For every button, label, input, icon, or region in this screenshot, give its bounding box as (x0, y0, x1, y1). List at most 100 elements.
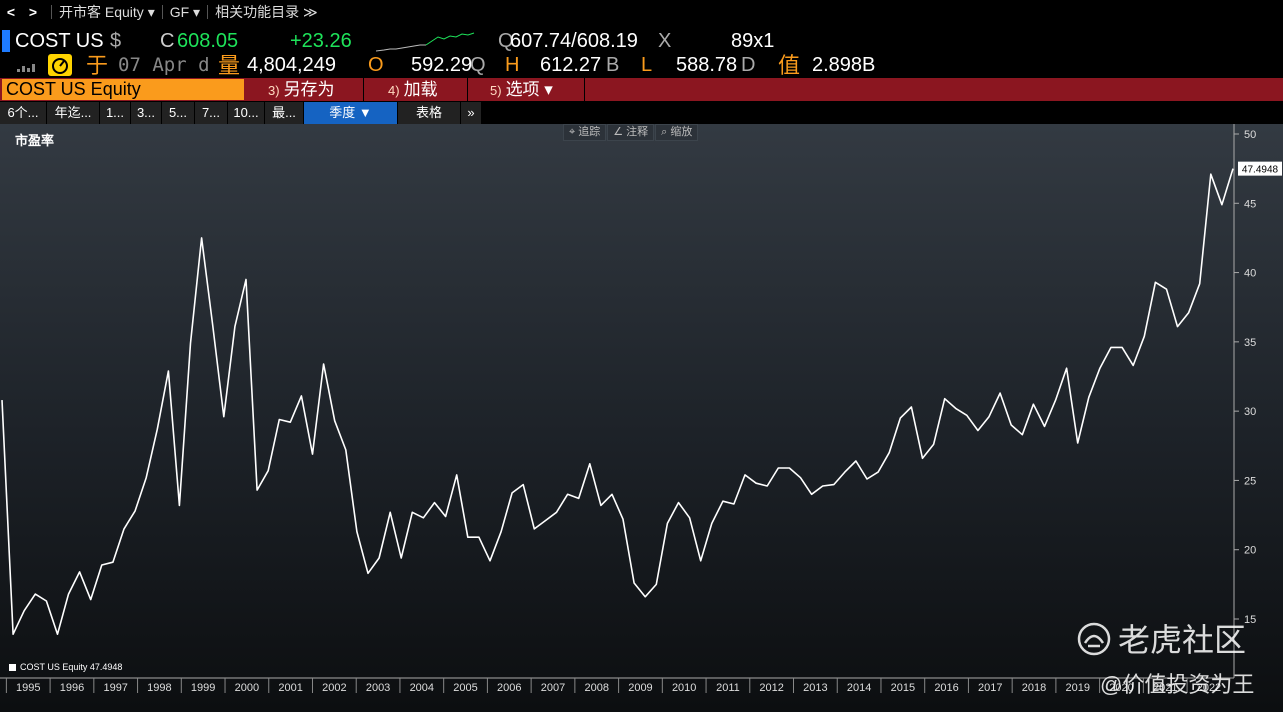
load-label: 加载 (403, 80, 438, 99)
tab-6-months[interactable]: 6个... (0, 102, 46, 124)
load-number: 4) (388, 83, 400, 98)
tab-frequency-quarterly[interactable]: 季度 ▼ (304, 102, 397, 124)
low-price: 588.78 (676, 54, 738, 76)
open-exchange: Q (470, 54, 486, 76)
period-tabs: 6个... 年迄... 1... 3... 5... 7... 10... 最.… (0, 102, 1283, 124)
x-tick-label: 2009 (628, 682, 652, 694)
y-tick-label: 40 (1244, 268, 1256, 280)
zoom-tool-button[interactable]: ⌕ 缩放 (655, 124, 699, 141)
track-tool-button[interactable]: ⌖ 追踪 (563, 124, 607, 141)
tab-max[interactable]: 最... (265, 102, 303, 124)
chart-title: 市盈率 (15, 133, 55, 148)
tab-3-years[interactable]: 3... (131, 102, 161, 124)
watermark-logo-text: 老虎社区 (1118, 622, 1247, 658)
quote-line-2: 于 07 Apr d 量 4,804,249 O 592.29 Q H 612.… (0, 53, 1283, 78)
nav-divider (161, 5, 163, 19)
y-axis: 15 20 25 30 35 40 45 50 (1233, 124, 1256, 678)
x-tick-label: 1995 (16, 682, 40, 694)
x-tick-label: 2005 (453, 682, 477, 694)
sparkline (376, 32, 475, 52)
last-value-label: 47.4948 (1238, 161, 1282, 176)
at-label: 于 (86, 53, 109, 78)
volume-label: 量 (218, 53, 241, 78)
x-tick-label: 1999 (191, 682, 215, 694)
x-tick-label: 1996 (60, 682, 84, 694)
tab-7-years[interactable]: 7... (195, 102, 227, 124)
x-tick-label: 2000 (235, 682, 259, 694)
gauge-icon[interactable] (48, 54, 72, 76)
x-tick-label: 2020 (1109, 682, 1133, 694)
price-change: +23.26 (290, 30, 352, 52)
options-number: 5) (490, 83, 502, 98)
legend-entry: COST US Equity 47.4948 (20, 662, 123, 672)
low-label: L (641, 54, 653, 76)
nav-divider (207, 5, 209, 19)
x-tick-label: 2006 (497, 682, 521, 694)
value-label: 值 (778, 53, 801, 78)
y-tick-label: 35 (1244, 337, 1256, 349)
x-tick-label: 2002 (322, 682, 346, 694)
ask-exchange: X (658, 30, 672, 52)
y-tick-label: 45 (1244, 198, 1256, 210)
tiger-logo-icon (1077, 622, 1111, 656)
quote-line-1: COST US $ C 608.05 +23.26 Q 607.74/608.1… (0, 29, 1283, 54)
nav-divider (51, 5, 52, 19)
tab-more[interactable]: » (461, 102, 481, 124)
x-tick-label: 2019 (1066, 682, 1090, 694)
x-tick-label: 2021 (1153, 682, 1177, 694)
x-tick-label: 1998 (147, 682, 171, 694)
legend-swatch (9, 664, 16, 672)
chart-tools: ⌖ 追踪 ∠ 注释 ⌕ 缩放 (563, 124, 699, 141)
x-axis: 1995 1996 1997 1998 1999 2000 2001 2002 2003 2004… (0, 677, 1234, 694)
high-label: H (505, 54, 520, 76)
forward-button[interactable]: > (28, 4, 38, 20)
back-button[interactable]: < (6, 4, 16, 20)
options-button[interactable]: 5) 选项 ▾ (490, 78, 553, 101)
tab-ytd[interactable]: 年迄... (47, 102, 99, 124)
tab-1-year[interactable]: 1... (100, 102, 130, 124)
action-bar: COST US Equity 3) 另存为 4) 加载 5) 选项 ▾ (0, 78, 1283, 101)
save-as-button[interactable]: 3) 另存为 (268, 78, 335, 101)
y-tick-label: 30 (1244, 406, 1256, 418)
top-nav: < > 开市客 Equity ▾ GF ▾ 相关功能目录 ≫ (0, 0, 1283, 24)
currency: $ (110, 30, 122, 52)
bid-ask: 607.74/608.19 (510, 30, 638, 52)
chart-panel (0, 124, 1283, 712)
security-name-field[interactable]: COST US Equity (2, 79, 244, 100)
load-button[interactable]: 4) 加载 (388, 78, 438, 101)
x-tick-label: 2011 (716, 682, 740, 694)
x-tick-label: 2014 (847, 682, 871, 694)
high-price: 612.27 (540, 54, 602, 76)
action-divider (584, 78, 585, 101)
x-tick-label: 2022 (1197, 682, 1221, 694)
chart-legend: COST US Equity 47.4948 (9, 662, 122, 672)
y-tick-label: 15 (1244, 614, 1256, 626)
volume: 4,804,249 (247, 54, 336, 76)
tab-5-years[interactable]: 5... (162, 102, 194, 124)
volume-bars-icon (17, 64, 35, 72)
action-divider (363, 78, 364, 101)
function-selector[interactable]: GF ▾ (169, 3, 201, 20)
y-tick-label: 50 (1244, 129, 1256, 141)
save-as-label: 另存为 (283, 80, 335, 99)
quote-date: 07 Apr d (118, 54, 210, 76)
watermark-logo: 老虎社区 (1076, 615, 1246, 661)
bid-prefix: Q (498, 30, 514, 52)
x-tick-label: 2012 (759, 682, 783, 694)
tab-10-years[interactable]: 10... (228, 102, 264, 124)
bid-ask-size: 89x1 (731, 30, 775, 52)
x-tick-label: 2013 (803, 682, 827, 694)
related-functions-menu[interactable]: 相关功能目录 ≫ (215, 4, 318, 20)
x-tick-label: 2017 (978, 682, 1002, 694)
security-selector[interactable]: 开市客 Equity ▾ (59, 4, 155, 20)
traded-value: 2.898B (812, 54, 876, 76)
x-tick-label: 2003 (366, 682, 390, 694)
watermark-author: @价值投资为王 (1100, 672, 1255, 697)
save-as-number: 3) (268, 83, 280, 98)
tab-table[interactable]: 表格 (398, 102, 460, 124)
annotate-tool-button[interactable]: ∠ 注释 (607, 124, 655, 141)
options-label: 选项 ▾ (505, 80, 553, 99)
x-tick-label: 2010 (672, 682, 696, 694)
open-price: 592.29 (411, 54, 473, 76)
